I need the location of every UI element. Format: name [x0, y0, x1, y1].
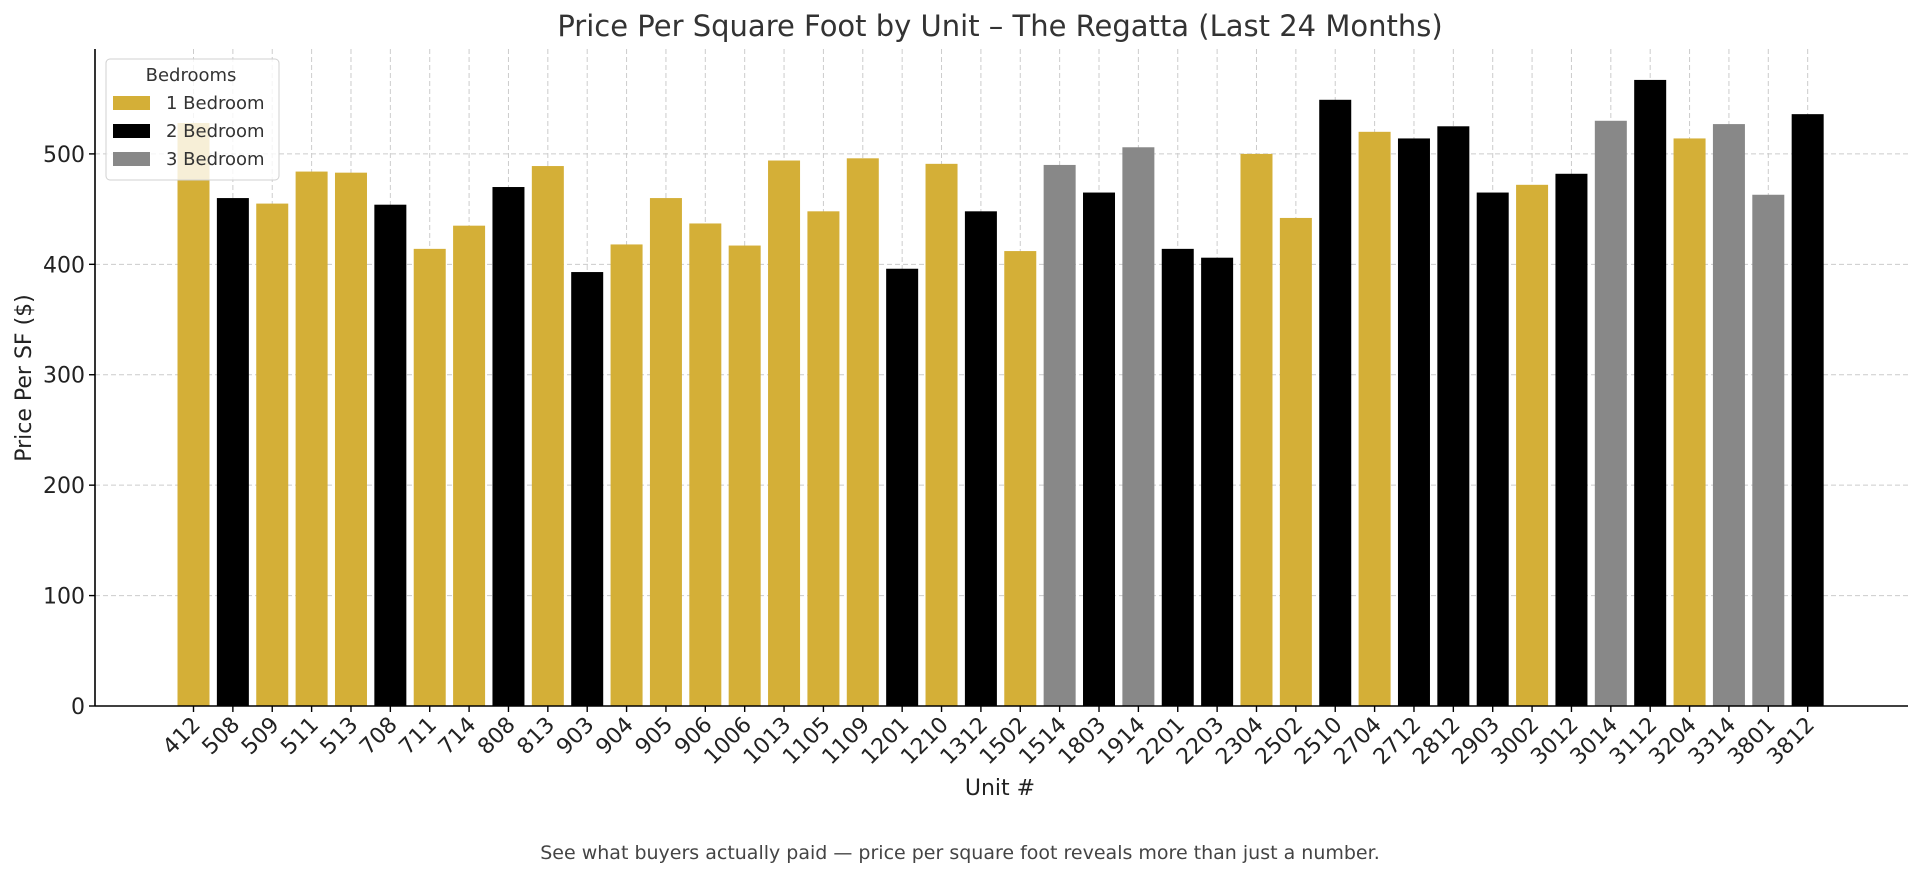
bar-unit-3112 — [1634, 79, 1667, 706]
bar-unit-2903 — [1476, 192, 1509, 707]
x-tick-label: 508 — [198, 713, 245, 760]
y-axis-label: Price Per SF ($) — [12, 294, 37, 462]
bar-unit-1914 — [1122, 147, 1155, 707]
legend-entry-label: 3 Bedroom — [166, 149, 265, 170]
x-tick-label: 711 — [395, 713, 442, 760]
bar-unit-2304 — [1240, 153, 1273, 706]
x-tick-labels: 4125085095115137087117148088139039049059… — [158, 706, 1820, 770]
x-tick-label: 808 — [473, 713, 520, 760]
x-tick-label: 708 — [355, 713, 402, 760]
y-tick-label: 200 — [43, 474, 85, 499]
bar-unit-714 — [453, 225, 486, 706]
bar-unit-2502 — [1279, 217, 1312, 706]
bar-unit-2510 — [1319, 99, 1352, 706]
bar-unit-511 — [295, 171, 328, 706]
bar-unit-1013 — [768, 160, 801, 707]
x-tick-label: 511 — [276, 713, 323, 760]
axes — [94, 49, 1908, 707]
x-tick-label: 714 — [434, 713, 481, 760]
x-axis-label: Unit # — [965, 776, 1035, 801]
legend-entry-label: 2 Bedroom — [166, 121, 265, 142]
bar-unit-813 — [531, 166, 564, 706]
y-tick-label: 100 — [43, 585, 85, 610]
legend-entry-label: 1 Bedroom — [166, 93, 265, 114]
bar-unit-509 — [256, 203, 289, 706]
bar-unit-513 — [334, 172, 367, 706]
y-tick-labels: 0 100 200 300 400 500 — [43, 143, 95, 720]
y-tick-label: 300 — [43, 364, 85, 389]
bar-unit-1514 — [1043, 164, 1076, 707]
bar-unit-904 — [610, 244, 643, 706]
bars — [177, 79, 1824, 707]
bar-unit-708 — [374, 204, 407, 706]
x-tick-label: 903 — [552, 713, 599, 760]
y-tick-label: 0 — [71, 695, 85, 720]
bar-unit-508 — [216, 198, 249, 706]
bar-unit-2712 — [1397, 138, 1430, 707]
y-tick-label: 400 — [43, 253, 85, 278]
bar-unit-1006 — [728, 245, 761, 706]
bar-unit-711 — [413, 248, 446, 706]
bar-unit-3002 — [1516, 184, 1549, 707]
x-tick-label: 905 — [631, 713, 678, 760]
legend-title: Bedrooms — [146, 65, 237, 86]
bar-unit-2704 — [1358, 131, 1391, 706]
x-tick-label: 513 — [316, 713, 363, 760]
bar-unit-3812 — [1791, 114, 1824, 707]
x-tick-label: 904 — [591, 713, 638, 760]
legend-box — [105, 58, 280, 181]
bar-unit-3014 — [1594, 120, 1627, 706]
y-tick-label: 500 — [43, 143, 85, 168]
bar-unit-412 — [177, 122, 210, 707]
bar-unit-3204 — [1673, 138, 1706, 707]
bar-unit-1502 — [1004, 251, 1037, 706]
bar-unit-3801 — [1752, 194, 1785, 706]
bar-unit-906 — [689, 223, 722, 706]
bar-unit-2203 — [1201, 257, 1234, 706]
bar-unit-1109 — [846, 158, 879, 706]
bar-unit-808 — [492, 187, 525, 706]
x-tick-label: 412 — [158, 713, 205, 760]
footer-caption: See what buyers actually paid — price pe… — [540, 842, 1380, 864]
x-tick-label: 813 — [513, 713, 560, 760]
bar-unit-3012 — [1555, 173, 1588, 707]
legend-swatch — [113, 152, 150, 166]
bar-unit-1312 — [964, 211, 997, 707]
x-tick-label: 509 — [237, 713, 284, 760]
bar-unit-903 — [571, 272, 604, 706]
chart-title: Price Per Square Foot by Unit – The Rega… — [557, 9, 1442, 43]
bar-unit-1803 — [1083, 192, 1116, 707]
legend-swatch — [113, 124, 150, 138]
bar-unit-2201 — [1161, 248, 1194, 706]
bar-unit-3314 — [1712, 124, 1745, 707]
bar-unit-905 — [649, 198, 682, 706]
bar-unit-2812 — [1437, 126, 1470, 706]
legend-swatch — [113, 96, 150, 110]
bar-unit-1201 — [886, 268, 919, 706]
legend: Bedrooms 1 Bedroom 2 Bedroom 3 Bedroom — [105, 58, 280, 181]
bar-unit-1105 — [807, 211, 840, 707]
bar-unit-1210 — [925, 163, 958, 706]
